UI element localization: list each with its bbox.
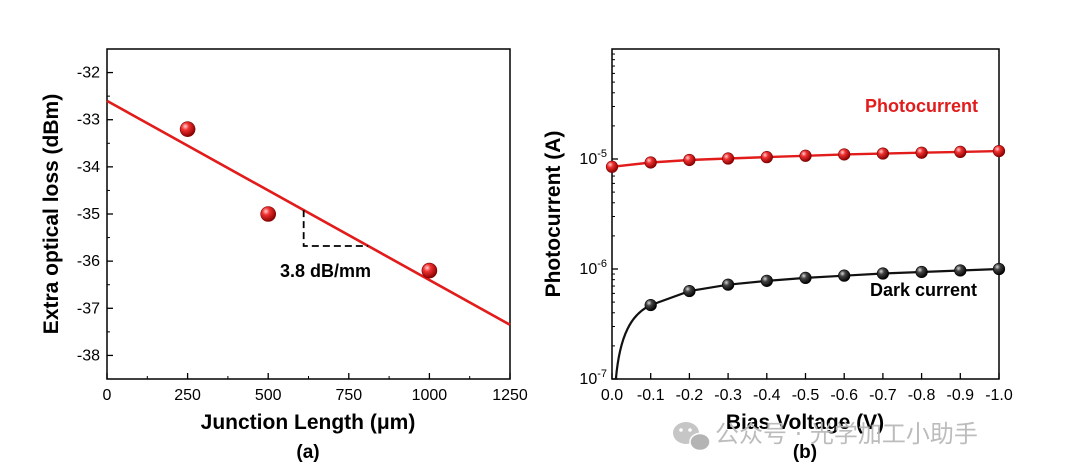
photocurrent-point	[605, 160, 619, 173]
y-tick-label-a: -33	[77, 112, 100, 129]
photocurrent-point	[799, 149, 812, 162]
legend-photocurrent: Photocurrent	[865, 96, 978, 116]
x-tick-label-b: -0.7	[869, 387, 897, 404]
y-tick-label-b: 10-7	[579, 368, 607, 388]
x-tick-label-a: 750	[335, 387, 362, 404]
photocurrent-point	[876, 147, 890, 160]
legend-dark-current: Dark current	[870, 280, 977, 300]
photocurrent-point	[760, 151, 773, 164]
x-tick-label-b: -0.3	[714, 387, 742, 404]
x-tick-label-b: -0.4	[753, 387, 781, 404]
x-axis-label-b: Bias Voltage (V)	[726, 411, 884, 434]
fit-line-a	[106, 99, 511, 326]
x-tick-label-b: 0.0	[601, 387, 623, 404]
dark-current-point	[721, 278, 735, 291]
x-axis-label-a: Junction Length (μm)	[201, 411, 416, 434]
dark-current-point	[838, 269, 851, 282]
photocurrent-point	[683, 153, 696, 167]
y-tick-label-a: -35	[77, 206, 100, 223]
data-point-a	[421, 262, 438, 279]
x-tick-label-b: -0.2	[676, 387, 704, 404]
photocurrent-point	[644, 156, 657, 169]
y-tick-label-a: -37	[77, 300, 100, 317]
y-tick-label-a: -36	[77, 253, 100, 270]
y-tick-label-a: -38	[77, 347, 100, 364]
x-tick-label-b: -0.5	[792, 387, 820, 404]
dark-current-point	[876, 267, 890, 280]
x-tick-label-b: -0.6	[830, 387, 858, 404]
y-tick-label-a: -34	[77, 159, 100, 176]
x-tick-label-b: -0.8	[908, 387, 936, 404]
photocurrent-point	[721, 152, 735, 165]
dark-current-point	[992, 262, 1006, 276]
panel-label-a: (a)	[296, 442, 319, 463]
dark-current-point	[644, 298, 657, 312]
photocurrent-point	[915, 146, 928, 159]
dark-current-point	[760, 274, 773, 287]
slope-triangle	[302, 210, 369, 247]
watermark: 公众号 · 光学加工小助手	[673, 420, 978, 452]
chart-panel-b: 0.0 -0.1 -0.2 -0.3 -0.4 -0.5 -0.6 -0.7 -0.8 -0.9-…	[542, 48, 1013, 463]
slope-annotation: 3.8 dB/mm	[280, 261, 371, 281]
dark-current-point	[954, 264, 967, 277]
x-tick-label-a: 0	[103, 387, 112, 404]
x-tick-label-b: -0.1	[637, 387, 665, 404]
photocurrent-point	[992, 144, 1006, 158]
x-tick-label-a: 1000	[412, 387, 448, 404]
x-tick-label-a: 250	[174, 387, 201, 404]
x-tick-label-b: -0.9	[947, 387, 975, 404]
y-tick-label-b: 10-5	[579, 148, 607, 168]
x-tick-label-a: 500	[255, 387, 282, 404]
x-tick-label-b: -1.0	[985, 387, 1013, 404]
wechat-icon	[673, 422, 711, 452]
watermark-text: 公众号 · 光学加工小助手	[715, 420, 978, 448]
dark-current-point	[799, 271, 812, 285]
y-axis-label-b: Photocurrent (A)	[542, 131, 565, 298]
panel-label-b: (b)	[793, 442, 817, 463]
y-tick-label-b: 10-6	[579, 258, 607, 278]
photocurrent-point	[954, 145, 967, 159]
data-point-a	[260, 206, 277, 222]
dark-current-point	[915, 265, 928, 279]
chart-panel-a: 0 250 500 750 1000 1250-38-37-36-35-34-33-32 …	[40, 48, 528, 463]
y-tick-label-a: -32	[77, 65, 100, 82]
dark-current-point	[683, 284, 696, 298]
data-point-a	[179, 121, 196, 137]
photocurrent-point	[838, 148, 851, 161]
y-axis-label-a: Extra optical loss (dBm)	[40, 94, 63, 334]
x-tick-label-a: 1250	[492, 387, 528, 404]
